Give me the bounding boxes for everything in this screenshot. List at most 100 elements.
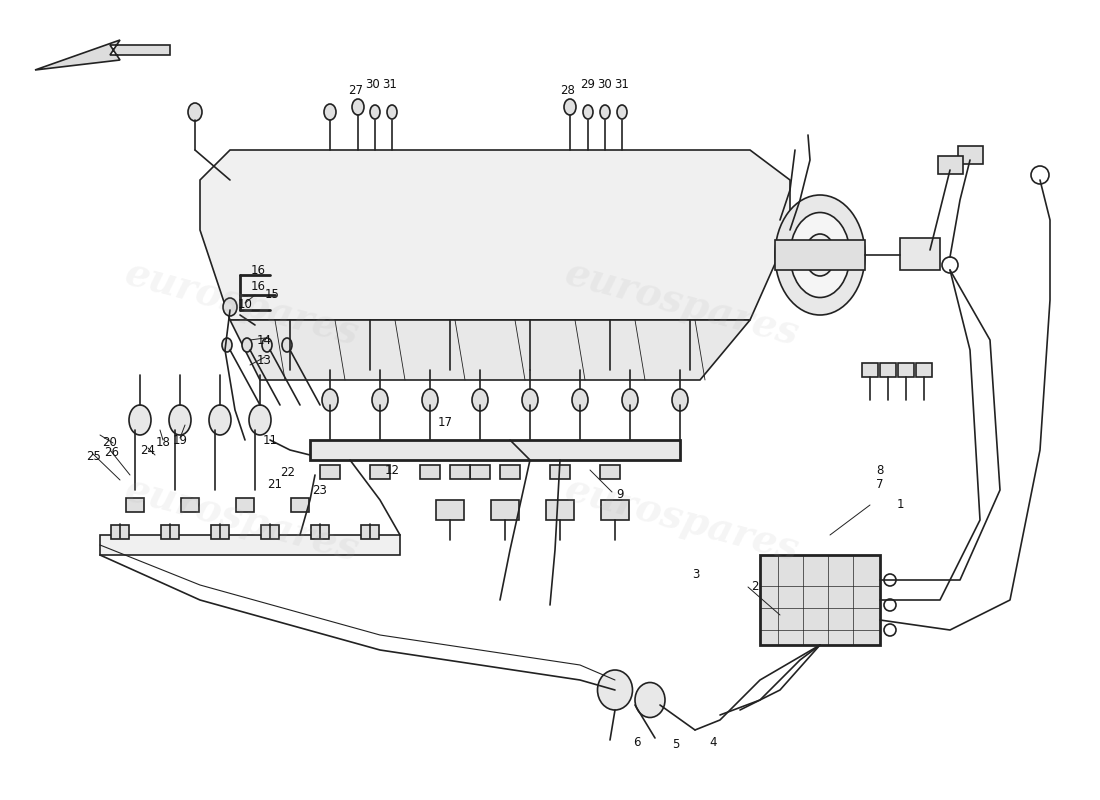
Bar	[111, 525, 129, 539]
Ellipse shape	[282, 338, 292, 352]
Bar	[311, 525, 329, 539]
Ellipse shape	[672, 389, 688, 411]
Text: 21: 21	[267, 478, 283, 491]
Ellipse shape	[597, 670, 632, 710]
Bar	[601, 500, 629, 520]
Bar	[937, 156, 962, 174]
Text: eurospares: eurospares	[121, 254, 363, 354]
Text: 14: 14	[256, 334, 272, 346]
Bar	[470, 465, 490, 479]
Bar	[211, 525, 229, 539]
Bar	[236, 498, 254, 512]
Text: 2: 2	[751, 581, 759, 594]
Ellipse shape	[209, 405, 231, 435]
Text: 19: 19	[173, 434, 187, 446]
Text: 5: 5	[672, 738, 680, 751]
Ellipse shape	[372, 389, 388, 411]
Ellipse shape	[790, 213, 850, 298]
Bar	[600, 465, 620, 479]
Text: 20: 20	[102, 435, 118, 449]
Bar	[261, 525, 279, 539]
Bar	[546, 500, 574, 520]
Bar	[100, 535, 400, 555]
Bar	[957, 146, 982, 164]
Ellipse shape	[522, 389, 538, 411]
Ellipse shape	[635, 682, 666, 718]
Text: 16: 16	[251, 263, 265, 277]
Bar	[900, 238, 940, 270]
Ellipse shape	[370, 105, 379, 119]
Text: 27: 27	[349, 83, 363, 97]
Text: 18: 18	[155, 435, 170, 449]
Ellipse shape	[169, 405, 191, 435]
Text: 16: 16	[251, 281, 265, 294]
Text: 31: 31	[383, 78, 397, 91]
Text: eurospares: eurospares	[561, 254, 803, 354]
Bar	[126, 498, 144, 512]
Ellipse shape	[583, 105, 593, 119]
Bar	[420, 465, 440, 479]
Text: 30: 30	[597, 78, 613, 91]
Ellipse shape	[617, 105, 627, 119]
Text: 30: 30	[365, 78, 381, 91]
Text: 25: 25	[87, 450, 101, 463]
Ellipse shape	[572, 389, 588, 411]
Ellipse shape	[776, 195, 865, 315]
Bar	[776, 240, 865, 270]
Bar	[916, 363, 932, 377]
Polygon shape	[230, 320, 750, 380]
Ellipse shape	[352, 99, 364, 115]
Ellipse shape	[387, 105, 397, 119]
Text: 28: 28	[561, 83, 575, 97]
Text: 31: 31	[615, 78, 629, 91]
Bar	[310, 440, 680, 460]
Ellipse shape	[422, 389, 438, 411]
Ellipse shape	[564, 99, 576, 115]
Bar	[370, 465, 390, 479]
Text: 15: 15	[265, 289, 279, 302]
Text: 3: 3	[692, 569, 700, 582]
Text: 4: 4	[710, 735, 717, 749]
Ellipse shape	[621, 389, 638, 411]
Bar	[760, 555, 880, 645]
Ellipse shape	[262, 338, 272, 352]
Ellipse shape	[242, 338, 252, 352]
Bar	[500, 465, 520, 479]
Polygon shape	[200, 150, 790, 320]
Ellipse shape	[600, 105, 610, 119]
Ellipse shape	[188, 103, 202, 121]
Ellipse shape	[322, 389, 338, 411]
Text: 12: 12	[385, 463, 399, 477]
Text: 10: 10	[238, 298, 252, 311]
Ellipse shape	[249, 405, 271, 435]
Bar	[182, 498, 199, 512]
Bar	[450, 465, 470, 479]
Ellipse shape	[129, 405, 151, 435]
Text: 1: 1	[896, 498, 904, 511]
Ellipse shape	[472, 389, 488, 411]
Ellipse shape	[222, 338, 232, 352]
Ellipse shape	[324, 104, 336, 120]
Text: 17: 17	[438, 415, 452, 429]
Text: 13: 13	[256, 354, 272, 366]
Text: 24: 24	[141, 443, 155, 457]
Text: eurospares: eurospares	[121, 470, 363, 570]
Bar	[436, 500, 464, 520]
Ellipse shape	[805, 234, 835, 276]
Bar	[361, 525, 379, 539]
Bar	[550, 465, 570, 479]
Bar	[898, 363, 914, 377]
Text: 26: 26	[104, 446, 120, 458]
Bar	[491, 500, 519, 520]
Bar	[161, 525, 179, 539]
Bar	[292, 498, 309, 512]
Text: eurospares: eurospares	[561, 470, 803, 570]
Bar	[320, 465, 340, 479]
Ellipse shape	[223, 298, 236, 316]
Text: 11: 11	[263, 434, 277, 446]
Text: 9: 9	[616, 489, 624, 502]
Text: 7: 7	[877, 478, 883, 491]
Text: 6: 6	[634, 735, 640, 749]
Polygon shape	[35, 40, 170, 70]
Text: 22: 22	[280, 466, 296, 478]
